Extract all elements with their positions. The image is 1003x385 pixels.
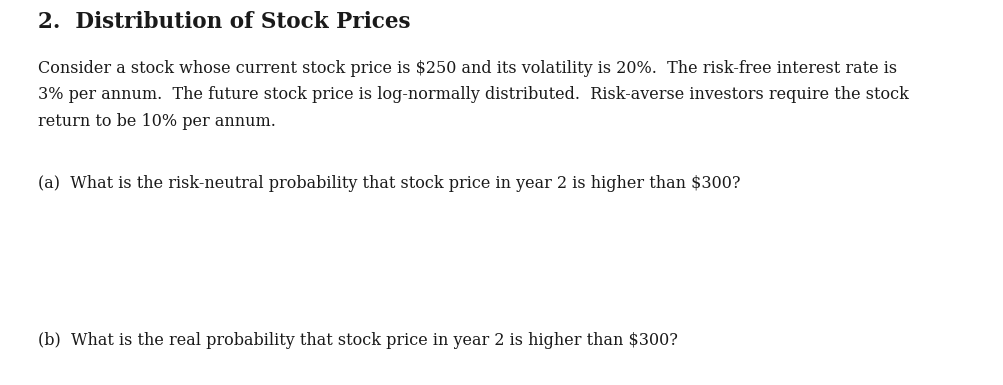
Text: (b)  What is the real probability that stock price in year 2 is higher than $300: (b) What is the real probability that st… [38,332,677,349]
Text: (a)  What is the risk-neutral probability that stock price in year 2 is higher t: (a) What is the risk-neutral probability… [38,175,740,192]
Text: Consider a stock whose current stock price is $250 and its volatility is 20%.  T: Consider a stock whose current stock pri… [38,60,908,130]
Text: 2.  Distribution of Stock Prices: 2. Distribution of Stock Prices [38,11,410,33]
